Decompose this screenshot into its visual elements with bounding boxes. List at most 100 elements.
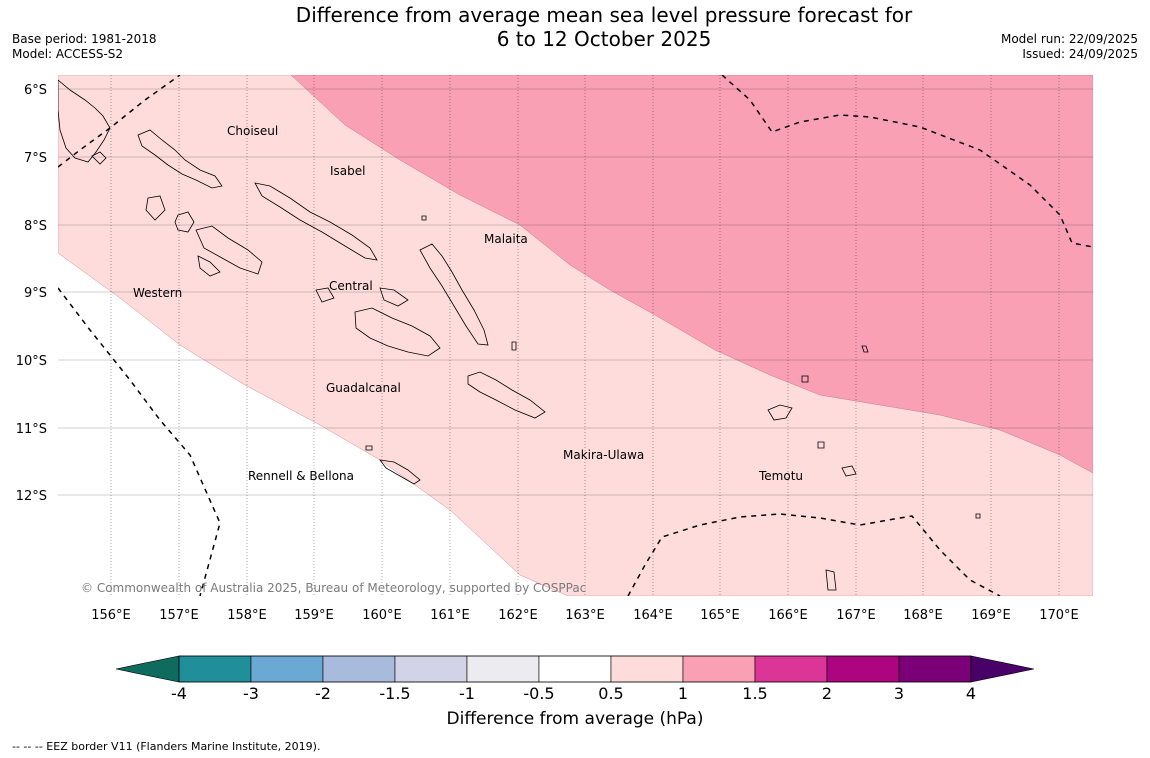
island-shortland (91, 151, 107, 165)
colorbar-segment (538, 655, 612, 683)
island-isabel (254, 182, 378, 261)
lat-tick: 11°S (16, 422, 47, 437)
island-santa-cruz (767, 404, 793, 421)
colorbar-segment (178, 655, 252, 683)
lat-tick: 6°S (24, 83, 47, 98)
island-bellona (365, 445, 373, 451)
colorbar-segment (610, 655, 684, 683)
model-name: Model: ACCESS-S2 (12, 47, 124, 61)
label-isabel: Isabel (330, 164, 365, 178)
lat-tick: 12°S (16, 489, 47, 504)
title-line-1: Difference from average mean sea level p… (295, 3, 913, 27)
colorbar-arrow-right (970, 655, 1035, 683)
meta-left: Base period: 1981-2018 Model: ACCESS-S2 (12, 32, 157, 62)
lon-tick: 156°E (91, 608, 131, 623)
colorbar-tick: -3 (243, 684, 259, 703)
colorbar-segment (466, 655, 540, 683)
colorbar-segment (394, 655, 468, 683)
lon-tick: 167°E (836, 608, 876, 623)
island-small-1 (511, 341, 517, 351)
label-choiseul: Choiseul (227, 124, 278, 138)
eez-footnote: -- -- -- EEZ border V11 (Flanders Marine… (12, 740, 321, 753)
island-kolombangara (174, 211, 195, 233)
label-makira: Makira-Ulawa (563, 448, 644, 462)
label-guadalcanal: Guadalcanal (326, 381, 401, 395)
lon-tick: 161°E (430, 608, 470, 623)
lon-tick: 157°E (159, 608, 199, 623)
island-vanikoro (841, 465, 857, 477)
island-small-2 (421, 215, 427, 221)
island-bougainville (58, 79, 111, 163)
longitude-tick-labels: 156°E 157°E 158°E 159°E 160°E 161°E 162°… (91, 608, 1079, 623)
colorbar-tick: -4 (171, 684, 187, 703)
label-rennell: Rennell & Bellona (248, 469, 354, 483)
lon-tick: 159°E (294, 608, 334, 623)
lon-tick: 165°E (700, 608, 740, 623)
copyright-note: © Commonwealth of Australia 2025, Bureau… (81, 581, 586, 595)
label-central: Central (329, 279, 373, 293)
island-florida (379, 287, 409, 307)
colorbar: -4 -3 -2 -1.5 -1 -0.5 0.5 1 1.5 2 3 4 (115, 655, 1035, 703)
eez-border (58, 75, 1093, 596)
colorbar-segment (682, 655, 756, 683)
colorbar-tick: -0.5 (523, 684, 554, 703)
coastlines (58, 79, 981, 591)
lon-tick: 158°E (227, 608, 267, 623)
colorbar-tick: -1.5 (379, 684, 410, 703)
colorbar-segment (250, 655, 324, 683)
lon-tick: 164°E (633, 608, 673, 623)
latitude-gridlines (58, 88, 1093, 496)
colorbar-tick: -1 (459, 684, 475, 703)
island-vella-lavella (145, 195, 166, 221)
label-malaita: Malaita (484, 232, 528, 246)
lat-tick: 8°S (24, 219, 47, 234)
lat-tick: 10°S (16, 354, 47, 369)
colorbar-arrow-left (115, 655, 180, 683)
map-area: Choiseul Isabel Malaita Western Central … (58, 75, 1093, 596)
island-reef-islands (801, 375, 809, 383)
meta-right: Model run: 22/09/2025 Issued: 24/09/2025 (1001, 32, 1138, 62)
lon-tick: 163°E (565, 608, 605, 623)
colorbar-tick: -2 (315, 684, 331, 703)
lon-tick: 168°E (903, 608, 943, 623)
issued-date: Issued: 24/09/2025 (1022, 47, 1138, 61)
label-temotu: Temotu (758, 469, 803, 483)
lat-tick: 9°S (24, 286, 47, 301)
colorbar-segment (826, 655, 900, 683)
island-rennell (379, 459, 421, 485)
lat-tick: 7°S (24, 151, 47, 166)
island-choiseul (137, 129, 223, 189)
colorbar-tick: 1 (678, 684, 688, 703)
lon-tick: 166°E (768, 608, 808, 623)
base-period: Base period: 1981-2018 (12, 32, 157, 46)
lon-tick: 160°E (362, 608, 402, 623)
model-run: Model run: 22/09/2025 (1000, 32, 1138, 46)
colorbar-segment (754, 655, 828, 683)
label-western: Western (133, 286, 182, 300)
island-duff (861, 345, 869, 353)
lon-tick: 170°E (1039, 608, 1079, 623)
colorbar-label: Difference from average (hPa) (446, 709, 704, 729)
lon-tick: 169°E (971, 608, 1011, 623)
island-rendova (197, 255, 221, 277)
colorbar-tick: 4 (966, 684, 976, 703)
island-tikopia (825, 569, 837, 591)
lon-tick: 162°E (498, 608, 538, 623)
island-makira (467, 371, 546, 419)
island-russell (315, 287, 335, 303)
island-new-georgia (195, 225, 263, 275)
colorbar-segment (322, 655, 396, 683)
title-line-2: 6 to 12 October 2025 (496, 27, 712, 51)
colorbar-tick: 2 (822, 684, 832, 703)
latitude-tick-labels: 6°S 7°S 8°S 9°S 10°S 11°S 12°S (16, 83, 47, 504)
island-malaita (419, 243, 489, 346)
province-labels: Choiseul Isabel Malaita Western Central … (133, 124, 803, 483)
island-guadalcanal (354, 307, 441, 357)
colorbar-tick: 0.5 (598, 684, 623, 703)
chart-title: Difference from average mean sea level p… (0, 3, 1150, 51)
colorbar-segment (898, 655, 972, 683)
island-anuta (975, 513, 981, 519)
colorbar-tick: 3 (894, 684, 904, 703)
island-utupua (817, 441, 825, 449)
